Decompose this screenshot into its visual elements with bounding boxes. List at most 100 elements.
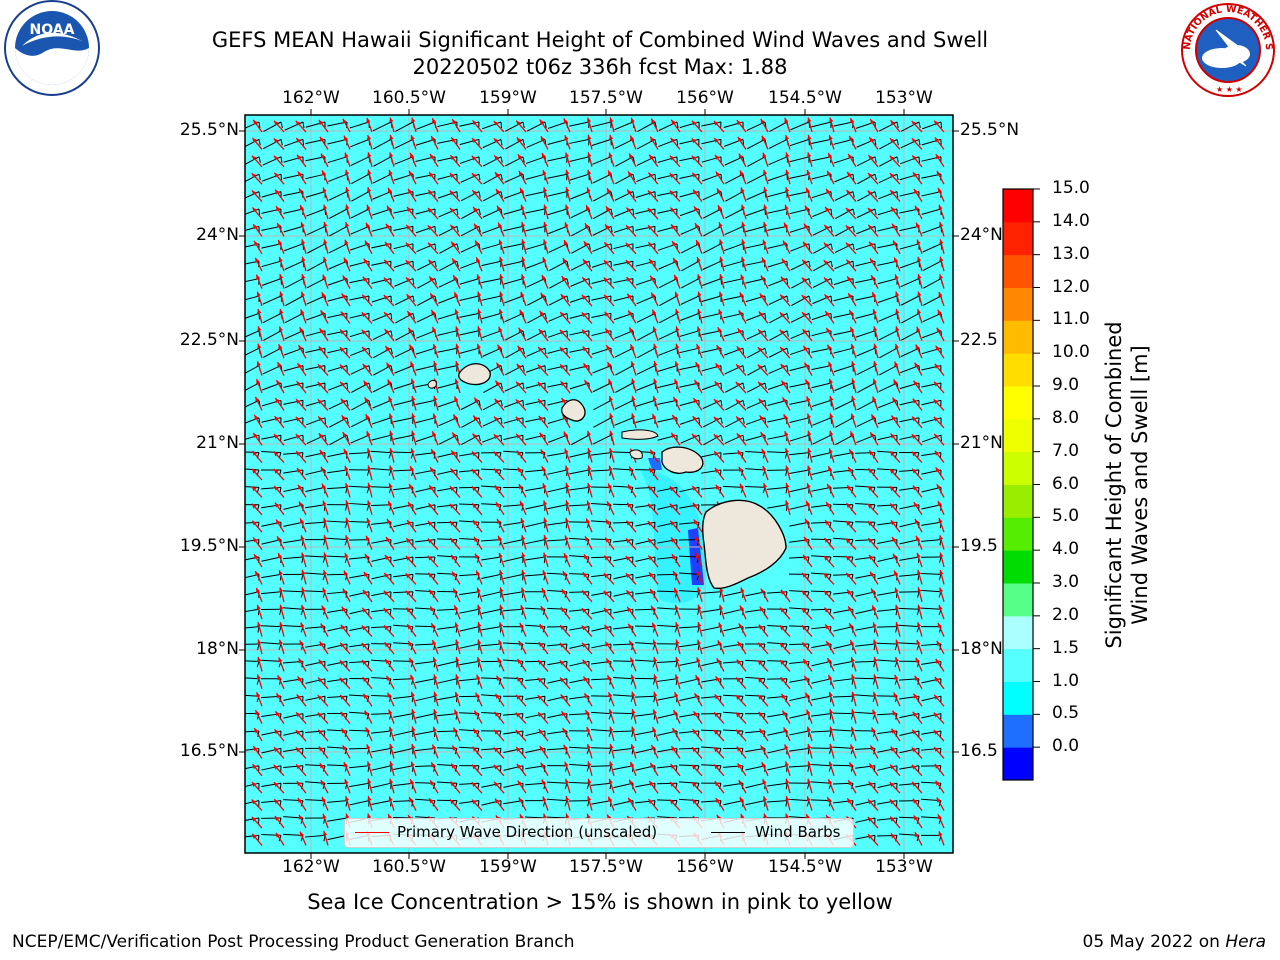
- lat-label-left: 16.5°N: [179, 741, 239, 761]
- wind-barb: [745, 451, 766, 459]
- wind-barb: [371, 747, 392, 755]
- wave-direction-arrow: [451, 431, 461, 446]
- wave-direction-arrow: [757, 346, 769, 359]
- wave-direction-arrow: [279, 291, 285, 307]
- wave-direction-arrow: [780, 380, 791, 394]
- wind-barb: [395, 330, 415, 341]
- wave-direction-arrow: [405, 224, 417, 237]
- wave-direction-arrow: [714, 380, 725, 394]
- wave-direction-arrow: [340, 311, 351, 324]
- wind-barb: [461, 434, 481, 445]
- lat-label-right: 16.5: [960, 741, 998, 761]
- wave-direction-arrow: [367, 169, 373, 185]
- wave-direction-arrow: [647, 241, 659, 255]
- wind-barb: [590, 765, 612, 772]
- wave-direction-arrow: [255, 378, 263, 394]
- wave-direction-arrow: [389, 152, 395, 167]
- lat-label-left: 24°N: [196, 225, 239, 245]
- wave-direction-arrow: [934, 363, 945, 377]
- wind-barb: [349, 502, 370, 511]
- wave-direction-arrow: [361, 329, 373, 342]
- wave-direction-arrow: [384, 328, 395, 342]
- wave-direction-arrow: [274, 189, 285, 202]
- wave-direction-arrow: [669, 172, 681, 185]
- wave-direction-arrow: [609, 413, 615, 428]
- wave-direction-arrow: [452, 414, 461, 429]
- wave-direction-arrow: [735, 416, 747, 429]
- wave-direction-arrow: [540, 292, 549, 307]
- wave-direction-arrow: [320, 309, 329, 324]
- wind-barb: [437, 504, 458, 511]
- wind-barb: [349, 485, 370, 494]
- wave-direction-arrow: [427, 207, 439, 220]
- wind-barb: [635, 659, 656, 668]
- wind-barb: [503, 260, 524, 268]
- wind-barb: [591, 121, 612, 129]
- wave-direction-arrow: [697, 308, 703, 324]
- wind-barb: [245, 156, 261, 166]
- wind-barb: [547, 173, 568, 181]
- wave-direction-arrow: [894, 361, 901, 376]
- wave-direction-arrow: [498, 308, 505, 324]
- lat-label-left: 25.5°N: [179, 120, 239, 140]
- wave-direction-arrow: [274, 415, 285, 429]
- wind-barb: [263, 121, 283, 133]
- wave-direction-arrow: [559, 329, 571, 342]
- wave-direction-arrow: [365, 413, 373, 429]
- wave-direction-arrow: [691, 137, 703, 150]
- wave-direction-arrow: [807, 430, 813, 446]
- wave-direction-arrow: [251, 155, 263, 168]
- wave-direction-arrow: [936, 327, 945, 342]
- lat-label-left: 22.5°N: [179, 330, 239, 350]
- wave-direction-arrow: [917, 256, 923, 272]
- wind-barb: [547, 798, 568, 807]
- shallow-low-wave-area-2: [648, 458, 662, 470]
- wind-barb: [263, 138, 283, 150]
- wind-barb: [394, 295, 415, 306]
- wind-barb: [613, 694, 634, 703]
- wind-barb: [438, 434, 459, 445]
- wave-direction-arrow: [497, 222, 505, 237]
- wave-direction-arrow: [361, 311, 373, 324]
- colorbar-segment: [1003, 747, 1033, 781]
- wind-barb: [725, 382, 745, 393]
- wave-direction-arrow: [581, 329, 593, 342]
- wave-direction-arrow: [779, 294, 791, 307]
- wave-direction-arrow: [451, 118, 461, 133]
- colorbar-segment: [1003, 484, 1033, 518]
- lon-label-bottom: 162°W: [282, 857, 340, 877]
- wind-barb: [789, 452, 810, 459]
- lon-label-bottom: 156°W: [676, 857, 734, 877]
- wind-barb: [393, 730, 414, 738]
- wave-direction-arrow: [893, 379, 901, 394]
- wave-direction-arrow: [493, 433, 505, 446]
- wave-direction-arrow: [890, 415, 901, 429]
- wave-direction-arrow: [339, 329, 351, 342]
- wind-barb: [245, 191, 261, 199]
- wave-direction-arrow: [498, 239, 505, 255]
- wave-direction-arrow: [850, 413, 857, 428]
- wave-direction-arrow: [696, 256, 703, 272]
- wave-direction-arrow: [406, 293, 417, 307]
- colorbar-tick-label: 4.0: [1052, 539, 1080, 560]
- chart-title: GEFS MEAN Hawaii Significant Height of C…: [211, 28, 989, 52]
- wave-direction-arrow: [893, 257, 901, 272]
- lat-label-right: 19.5: [960, 536, 998, 556]
- wave-direction-arrow: [605, 344, 615, 359]
- wind-barb: [900, 138, 921, 149]
- wind-barb: [854, 677, 876, 685]
- wave-direction-arrow: [477, 326, 483, 341]
- wave-direction-arrow: [939, 256, 945, 272]
- wind-barb: [856, 208, 877, 219]
- wave-direction-arrow: [937, 187, 945, 202]
- wave-direction-arrow: [625, 276, 637, 290]
- wave-direction-arrow: [295, 398, 307, 411]
- wave-direction-arrow: [895, 326, 901, 341]
- wave-direction-arrow: [807, 117, 813, 133]
- wave-direction-arrow: [760, 431, 769, 446]
- wind-barb: [349, 800, 370, 807]
- wave-direction-arrow: [629, 135, 637, 150]
- footer-date: 05 May 2022 on Hera: [1082, 932, 1267, 952]
- wave-direction-arrow: [911, 433, 923, 446]
